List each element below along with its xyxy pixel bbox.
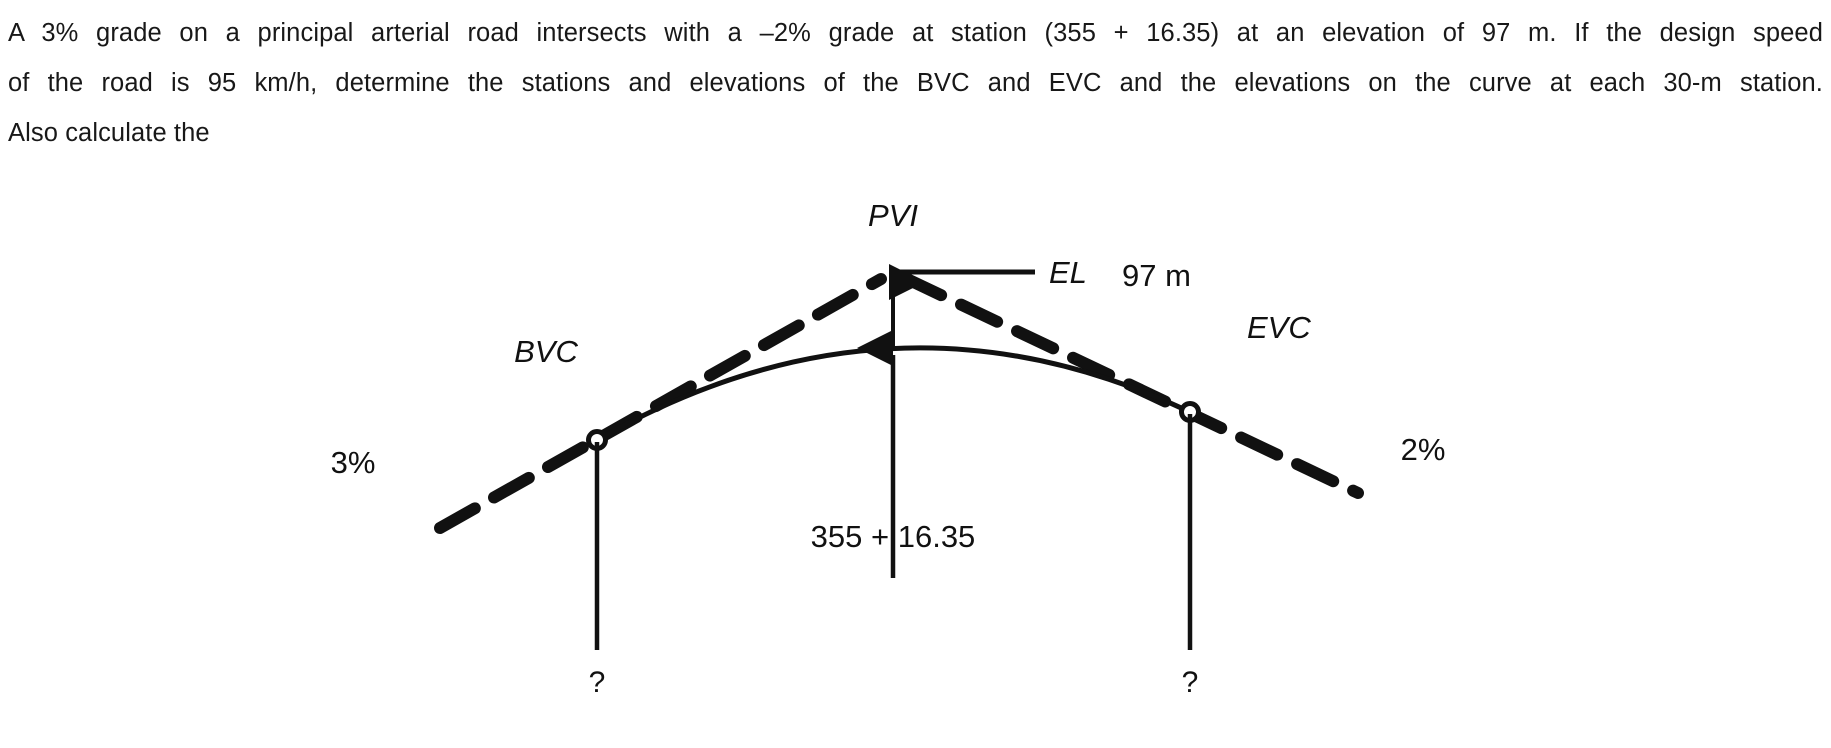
problem-line-2: of the road is 95 km/h, determine the st…: [8, 69, 1823, 97]
problem-line-1: A 3% grade on a principal arterial road …: [8, 19, 1823, 47]
grade-in-label: 3%: [331, 445, 376, 480]
elevation-value-label: 97 m: [1122, 258, 1191, 293]
station-label: 355 + 16.35: [811, 519, 976, 554]
pvi-label: PVI: [868, 198, 918, 233]
bvc-label: BVC: [514, 334, 578, 369]
diagram-canvas: PVI EL 97 m BVC EVC 3% 2% 355 + 16.35 ? …: [331, 198, 1446, 699]
grade-out-label: 2%: [1401, 432, 1446, 467]
problem-statement: A 3% grade on a principal arterial road …: [8, 8, 1823, 158]
evc-label: EVC: [1247, 310, 1311, 345]
evc-unknown-label: ?: [1182, 666, 1199, 699]
vertical-curve-diagram: PVI EL 97 m BVC EVC 3% 2% 355 + 16.35 ? …: [0, 150, 1831, 748]
el-label: EL: [1049, 255, 1087, 290]
problem-line-3: Also calculate the: [8, 119, 210, 147]
bvc-unknown-label: ?: [589, 666, 606, 699]
back-tangent-dashed: [434, 273, 887, 534]
